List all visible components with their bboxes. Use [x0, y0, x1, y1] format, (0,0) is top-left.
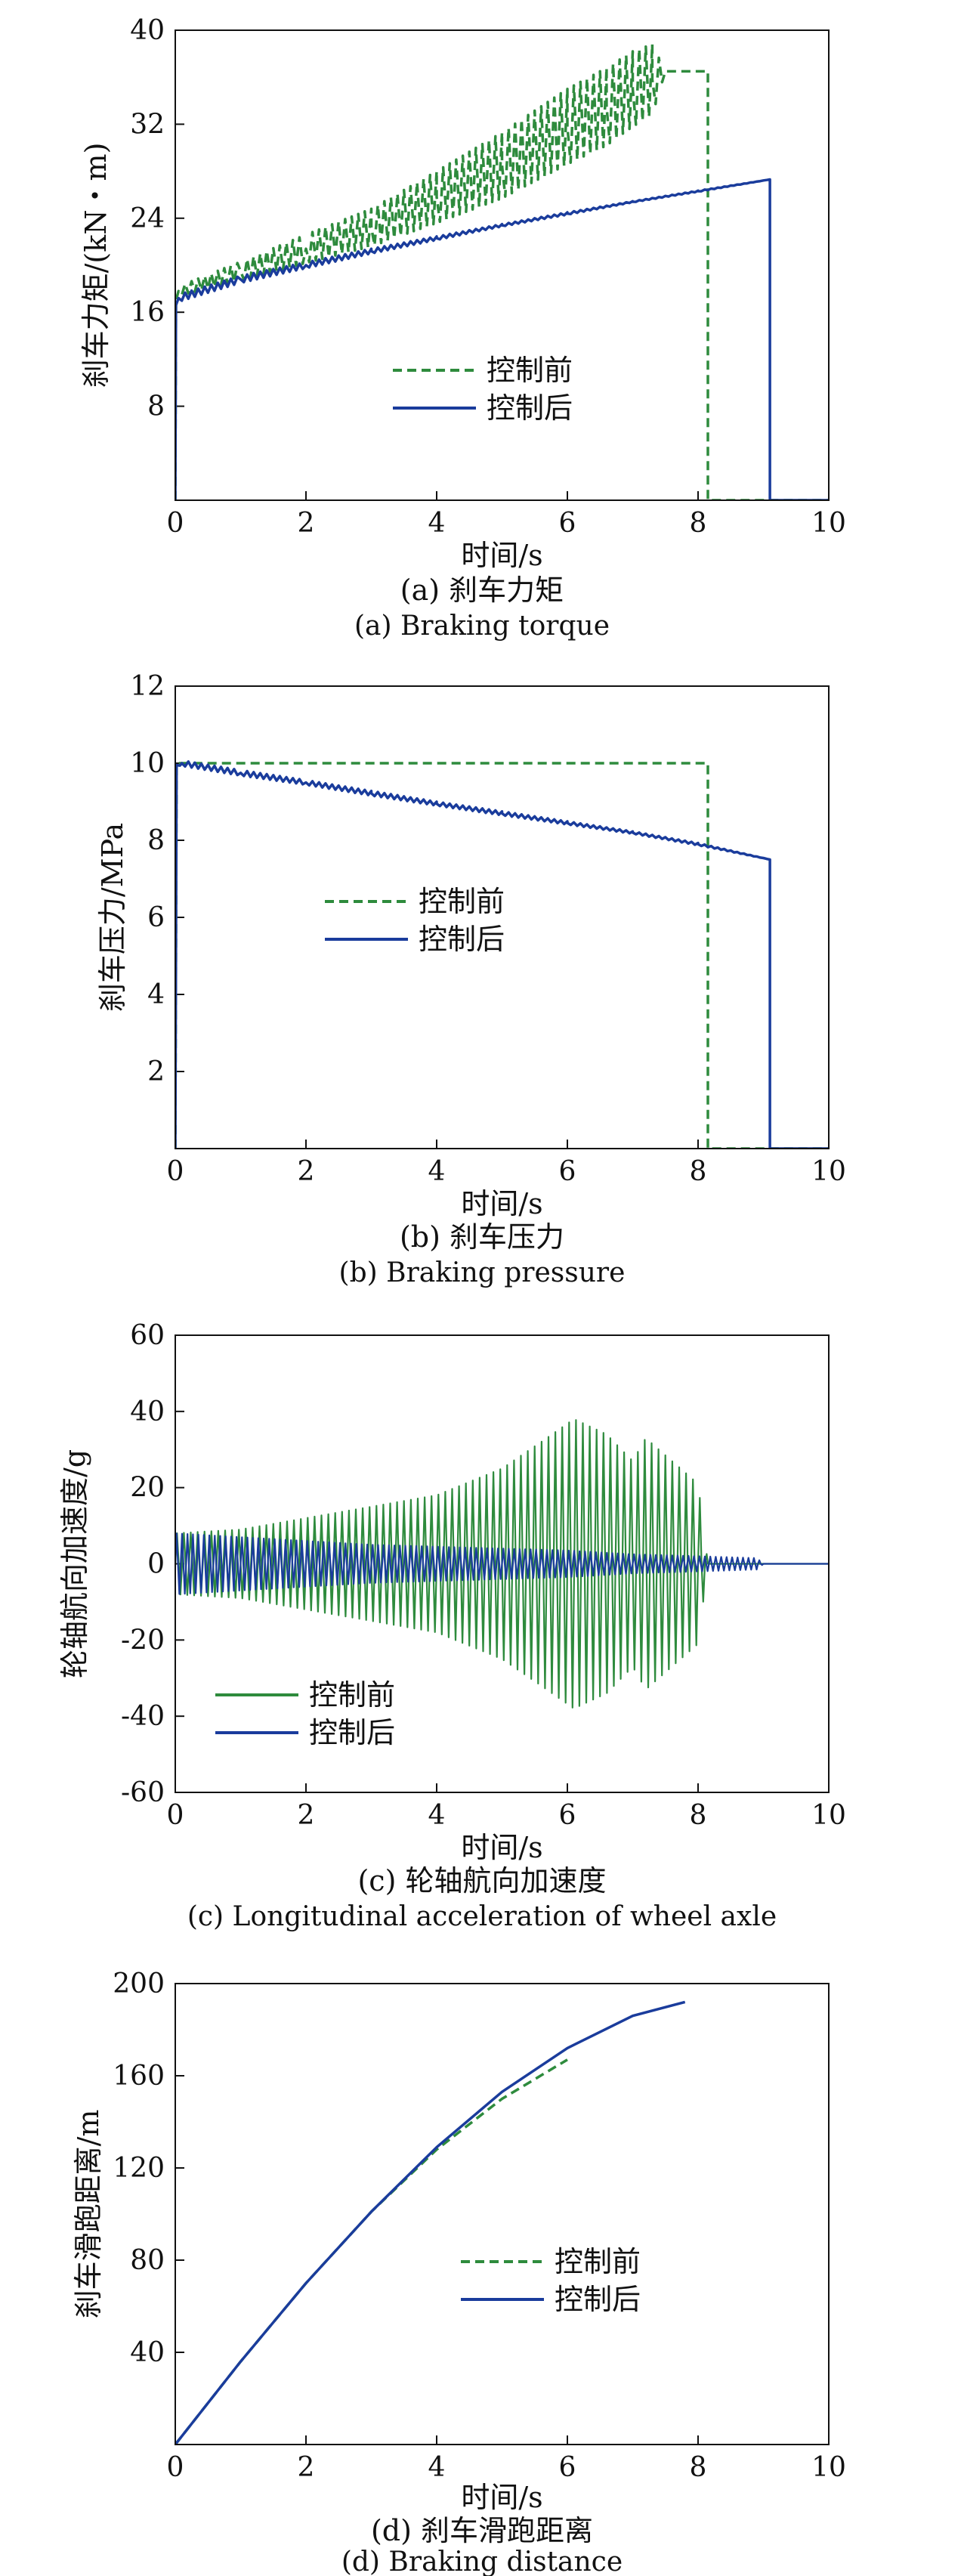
legend-label: 控制前: [555, 2245, 641, 2278]
plot-area: [176, 760, 828, 1148]
y-tick-label: 60: [130, 1320, 165, 1351]
x-tick-label: 4: [428, 2452, 446, 2483]
series-line-after: [176, 2000, 686, 2444]
y-tick-label: 2: [147, 1056, 165, 1087]
x-tick-label: 0: [167, 1800, 184, 1831]
legend-label: 控制后: [309, 1716, 395, 1749]
y-tick-label: 0: [147, 1549, 165, 1580]
y-tick-label: 10: [130, 748, 165, 779]
legend-label: 控制前: [419, 885, 505, 918]
legend-label: 控制后: [555, 2283, 641, 2316]
x-tick-label: 0: [167, 508, 184, 539]
caption-cn: (a) 刹车力矩: [400, 574, 564, 607]
y-tick-label: 40: [130, 15, 165, 46]
x-axis-label: 时间/s: [461, 1187, 542, 1220]
chart-panel-d: 0 2 4 6 8 10 40 80 120 160 200 时间/s 刹车滑跑距离/m (d) 刹车滑跑…: [72, 1968, 846, 2576]
caption-en: (a) Braking torque: [354, 611, 610, 642]
legend-label: 控制后: [487, 391, 573, 425]
legend-label: 控制前: [309, 1678, 395, 1712]
series-line-after: [176, 178, 828, 499]
x-tick-label: 8: [690, 1800, 707, 1831]
x-tick-label: 4: [428, 1800, 446, 1831]
caption-cn: (c) 轮轴航向加速度: [357, 1864, 606, 1897]
x-axis-label: 时间/s: [461, 1831, 542, 1864]
plot-frame: [175, 1983, 830, 2445]
plot-area: [176, 42, 828, 499]
caption-en: (b) Braking pressure: [339, 1257, 626, 1288]
caption-en: (c) Longitudinal acceleration of wheel a…: [187, 1901, 777, 1932]
series-line-before: [176, 42, 828, 499]
y-axis-label: 刹车压力/MPa: [96, 823, 129, 1012]
x-tick-label: 8: [690, 2452, 707, 2483]
series-line-after: [176, 760, 828, 1148]
y-tick-label: 6: [147, 902, 165, 933]
x-tick-label: 10: [811, 2452, 846, 2483]
y-tick-label: -20: [121, 1625, 165, 1656]
y-axis-label: 刹车力矩/(kN・m): [79, 143, 113, 388]
plot-frame: [175, 29, 830, 501]
y-tick-label: 160: [113, 2061, 165, 2092]
y-tick-label: 16: [130, 297, 165, 328]
y-tick-label: 32: [130, 109, 165, 140]
y-tick-label: 8: [147, 825, 165, 856]
chart-panel-b: 0 2 4 6 8 10 2 4 6 8 10 12 时间/s 刹车压力/MPa (b) 刹车压力(b) B…: [96, 671, 846, 1288]
y-tick-label: -40: [121, 1701, 165, 1732]
x-tick-label: 10: [811, 1800, 846, 1831]
x-tick-label: 10: [811, 508, 846, 539]
series-line-after: [176, 1419, 828, 1709]
legend-label: 控制后: [419, 923, 505, 956]
x-tick-label: 6: [559, 508, 576, 539]
plot-area: [176, 2000, 686, 2444]
x-tick-label: 0: [167, 1156, 184, 1187]
chart-panel-c: 0 2 4 6 8 10 -60 -40 -20 0 20 40 60 时间/s 轮轴航向加速度/g (c) …: [58, 1320, 846, 1932]
y-tick-label: 200: [113, 1968, 165, 1999]
y-tick-label: 20: [130, 1473, 165, 1504]
caption-cn: (b) 刹车压力: [400, 1220, 564, 1254]
series-line-before: [176, 2058, 568, 2444]
x-tick-label: 6: [559, 1800, 576, 1831]
x-tick-label: 2: [298, 2452, 315, 2483]
y-tick-label: 8: [147, 391, 165, 422]
x-tick-label: 2: [298, 1156, 315, 1187]
series-line-before: [176, 762, 828, 1148]
y-axis-label: 轮轴航向加速度/g: [58, 1449, 91, 1678]
x-tick-label: 0: [167, 2452, 184, 2483]
x-tick-label: 2: [298, 1800, 315, 1831]
y-tick-label: -60: [121, 1777, 165, 1808]
x-tick-label: 6: [559, 2452, 576, 2483]
x-axis-label: 时间/s: [461, 539, 542, 572]
y-tick-label: 120: [113, 2153, 165, 2184]
y-tick-label: 40: [130, 1396, 165, 1427]
y-tick-label: 24: [130, 203, 165, 234]
y-tick-label: 80: [130, 2245, 165, 2276]
series-line-after: [176, 1532, 828, 1595]
y-tick-label: 12: [130, 671, 165, 702]
caption-cn: (d) 刹车滑跑距离: [371, 2514, 593, 2547]
y-axis-label: 刹车滑跑距离/m: [72, 2110, 105, 2319]
x-tick-label: 2: [298, 508, 315, 539]
plot-area: [176, 1419, 828, 1709]
legend-label: 控制前: [487, 354, 573, 387]
x-tick-label: 10: [811, 1156, 846, 1187]
x-tick-label: 4: [428, 1156, 446, 1187]
x-tick-label: 8: [690, 1156, 707, 1187]
x-tick-label: 4: [428, 508, 446, 539]
x-axis-label: 时间/s: [461, 2481, 542, 2514]
y-tick-label: 40: [130, 2337, 165, 2368]
x-tick-label: 8: [690, 508, 707, 539]
y-tick-label: 4: [147, 979, 165, 1010]
caption-en: (d) Braking distance: [341, 2547, 623, 2576]
x-tick-label: 6: [559, 1156, 576, 1187]
